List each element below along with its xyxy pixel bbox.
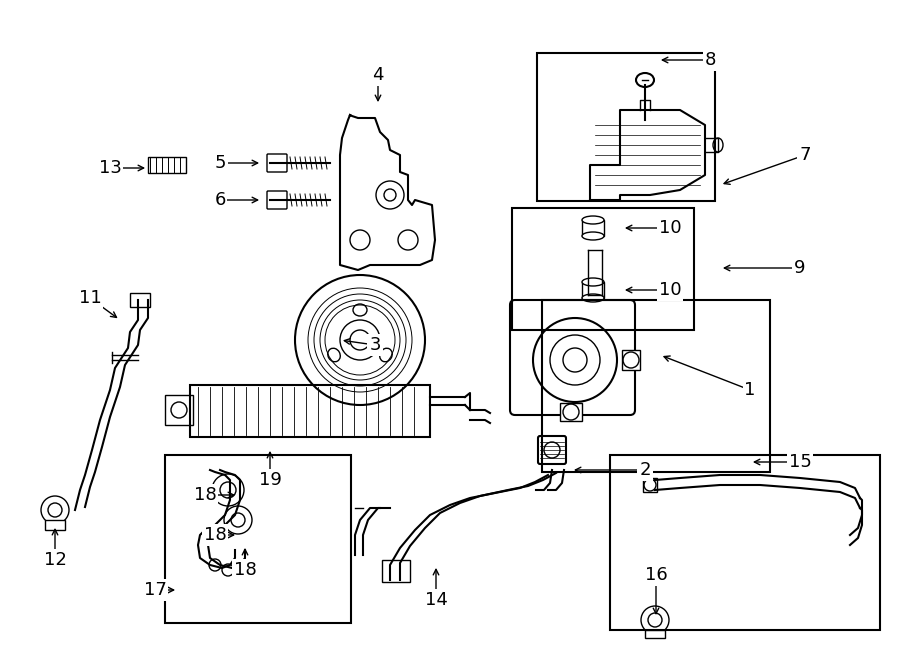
Text: 3: 3 <box>369 336 381 354</box>
Text: 18: 18 <box>203 526 227 544</box>
Bar <box>165 455 351 623</box>
Text: 7: 7 <box>799 146 811 164</box>
Bar <box>610 455 880 630</box>
Text: 18: 18 <box>194 486 216 504</box>
Text: 5: 5 <box>214 154 226 172</box>
Text: 10: 10 <box>659 281 681 299</box>
Text: 13: 13 <box>99 159 122 177</box>
Text: 8: 8 <box>705 51 716 69</box>
Text: 19: 19 <box>258 471 282 489</box>
Bar <box>190 385 430 437</box>
Text: 2: 2 <box>639 461 651 479</box>
Bar <box>582 220 604 236</box>
Ellipse shape <box>582 278 604 286</box>
Circle shape <box>212 474 244 506</box>
Bar <box>560 403 582 421</box>
Bar <box>645 630 665 638</box>
Ellipse shape <box>582 216 604 224</box>
Text: 17: 17 <box>144 581 166 599</box>
Bar <box>165 395 193 425</box>
Bar <box>382 560 410 582</box>
Ellipse shape <box>582 232 604 240</box>
Circle shape <box>224 506 252 534</box>
Bar <box>512 208 694 330</box>
Text: 18: 18 <box>234 561 256 579</box>
Bar <box>537 53 715 201</box>
Text: 12: 12 <box>43 551 67 569</box>
FancyBboxPatch shape <box>267 154 287 172</box>
Text: 16: 16 <box>644 566 668 584</box>
Bar <box>643 478 657 492</box>
Bar <box>130 293 150 307</box>
Text: 14: 14 <box>425 591 447 609</box>
Bar <box>622 350 640 370</box>
FancyBboxPatch shape <box>267 191 287 209</box>
Text: 15: 15 <box>788 453 812 471</box>
Text: 4: 4 <box>373 66 383 84</box>
Ellipse shape <box>582 294 604 302</box>
Bar <box>45 520 65 530</box>
FancyBboxPatch shape <box>538 436 566 464</box>
Bar <box>582 282 604 298</box>
Text: 11: 11 <box>78 289 102 307</box>
Text: 9: 9 <box>794 259 806 277</box>
Text: 6: 6 <box>214 191 226 209</box>
Text: 1: 1 <box>744 381 756 399</box>
Text: 10: 10 <box>659 219 681 237</box>
Bar <box>542 300 770 472</box>
Bar <box>148 157 186 173</box>
